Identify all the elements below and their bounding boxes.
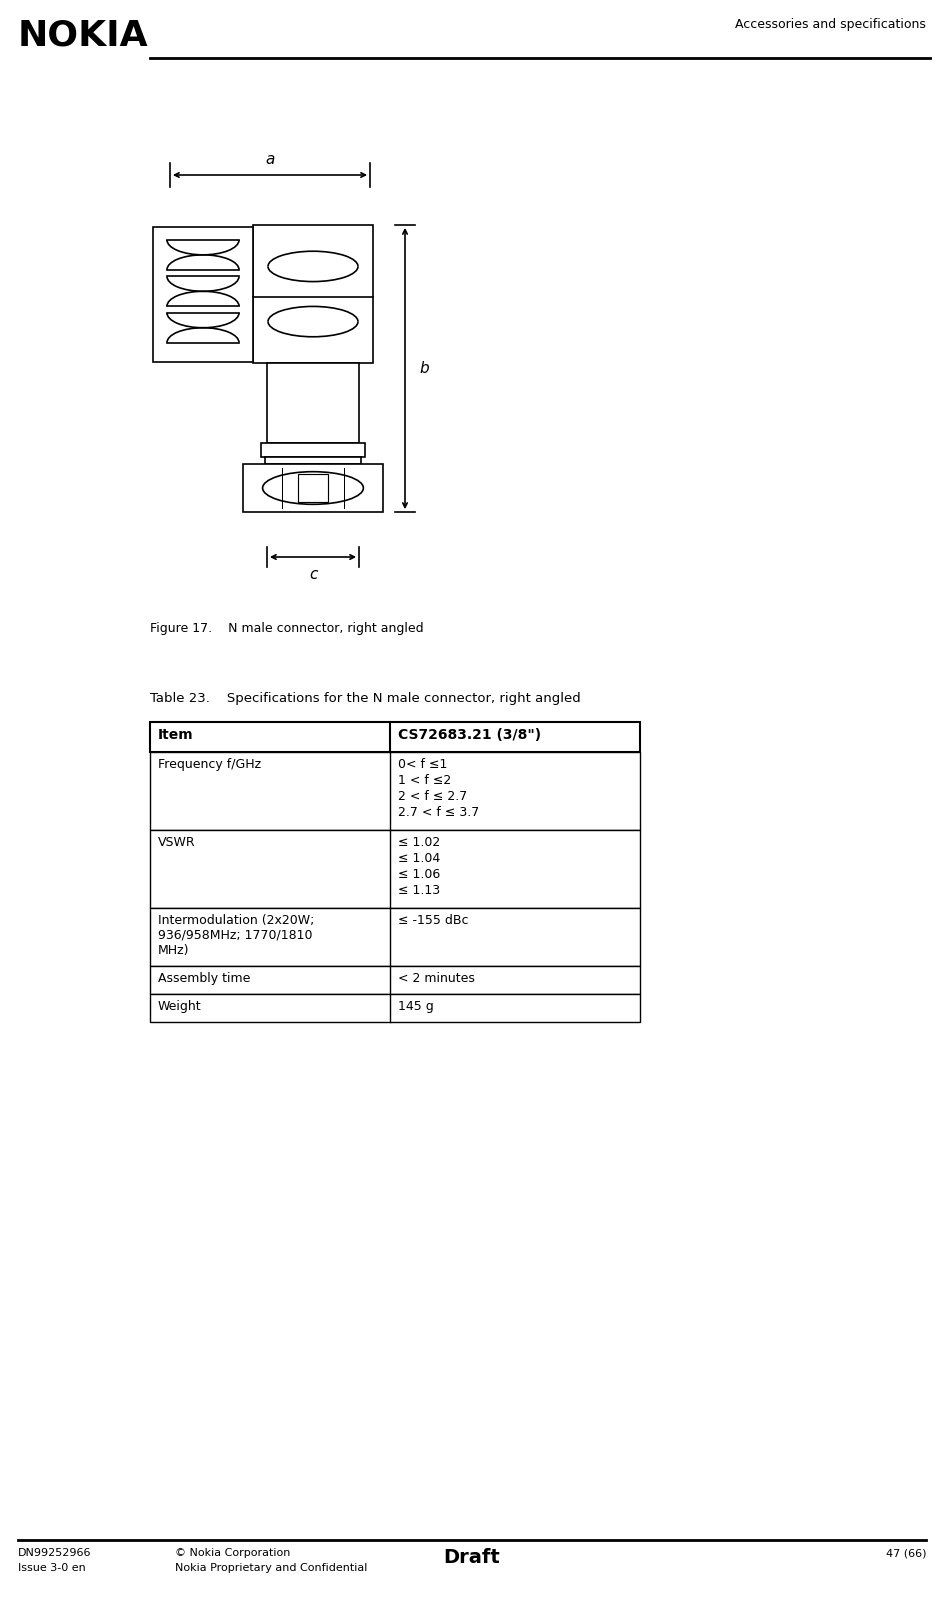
Bar [150, 752, 640, 830]
Text: 47 (66): 47 (66) [885, 1547, 926, 1559]
Text: < 2 minutes: < 2 minutes [398, 973, 475, 985]
Bar [243, 465, 383, 513]
Text: 936/958MHz; 1770/1810: 936/958MHz; 1770/1810 [158, 929, 312, 942]
Text: © Nokia Corporation: © Nokia Corporation [175, 1547, 291, 1559]
Text: Figure 17.    N male connector, right angled: Figure 17. N male connector, right angle… [150, 621, 424, 636]
Bar [267, 363, 359, 442]
Text: NOKIA: NOKIA [18, 18, 148, 53]
Text: Assembly time: Assembly time [158, 973, 250, 985]
Text: CS72683.21 (3/8"): CS72683.21 (3/8") [398, 728, 541, 743]
Text: ≤ 1.04: ≤ 1.04 [398, 853, 440, 866]
Text: Table 23.    Specifications for the N male connector, right angled: Table 23. Specifications for the N male … [150, 692, 581, 704]
Text: c: c [309, 567, 317, 581]
Bar [150, 966, 640, 993]
Text: Draft: Draft [444, 1547, 500, 1567]
Bar [150, 993, 640, 1022]
Text: a: a [265, 152, 275, 168]
Text: Frequency f/GHz: Frequency f/GHz [158, 759, 261, 771]
Text: VSWR: VSWR [158, 835, 195, 850]
Text: 0< f ≤1: 0< f ≤1 [398, 759, 447, 771]
Text: Weight: Weight [158, 1000, 202, 1012]
Bar [150, 722, 640, 752]
Text: 1 < f ≤2: 1 < f ≤2 [398, 775, 451, 787]
Bar [150, 830, 640, 909]
Text: Issue 3-0 en: Issue 3-0 en [18, 1563, 86, 1573]
Text: 2.7 < f ≤ 3.7: 2.7 < f ≤ 3.7 [398, 806, 480, 819]
Bar [150, 909, 640, 966]
Text: ≤ 1.06: ≤ 1.06 [398, 869, 440, 882]
Text: 2 < f ≤ 2.7: 2 < f ≤ 2.7 [398, 791, 467, 803]
Text: Intermodulation (2x20W;: Intermodulation (2x20W; [158, 913, 314, 926]
Bar [153, 227, 253, 361]
Bar [253, 225, 373, 363]
Text: ≤ 1.13: ≤ 1.13 [398, 885, 440, 898]
Text: b: b [419, 361, 429, 375]
Text: ≤ -155 dBc: ≤ -155 dBc [398, 913, 468, 926]
Text: MHz): MHz) [158, 944, 190, 957]
Text: Item: Item [158, 728, 194, 743]
Text: ≤ 1.02: ≤ 1.02 [398, 835, 440, 850]
Text: DN99252966: DN99252966 [18, 1547, 92, 1559]
Bar [265, 457, 361, 465]
Bar [298, 474, 329, 503]
Text: Accessories and specifications: Accessories and specifications [735, 18, 926, 30]
Bar [261, 442, 365, 457]
Text: Nokia Proprietary and Confidential: Nokia Proprietary and Confidential [175, 1563, 367, 1573]
Text: 145 g: 145 g [398, 1000, 433, 1012]
